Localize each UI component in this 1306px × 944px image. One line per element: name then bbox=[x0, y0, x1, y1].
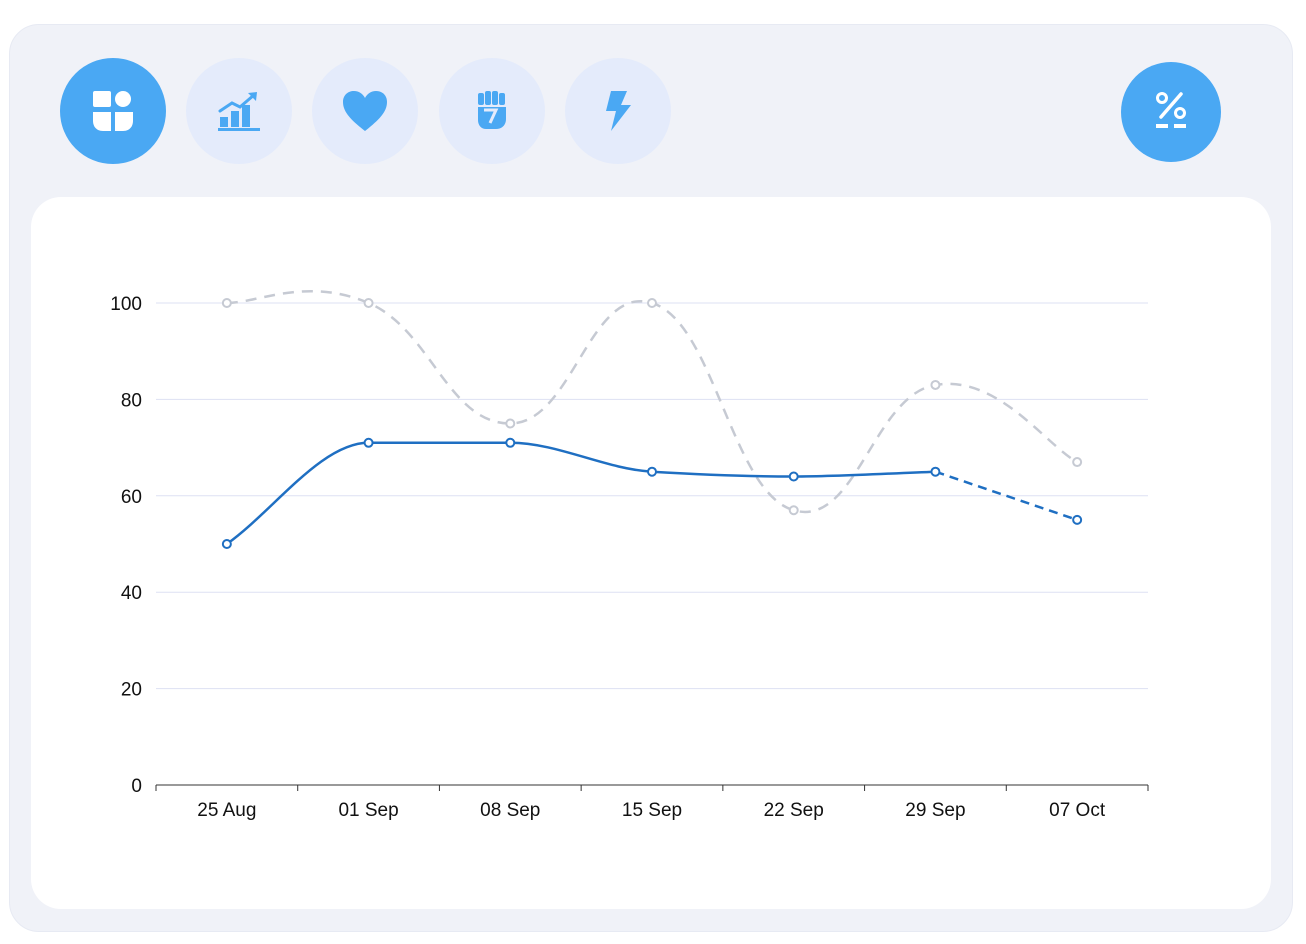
lightning-icon bbox=[606, 91, 631, 131]
growth-chart-icon bbox=[218, 92, 260, 131]
chart-card: 0 20 40 60 80 100 25 Aug 01 Sep 08 Sep 15 Sep 22 S… bbox=[31, 197, 1271, 909]
comparison-point bbox=[363, 298, 374, 308]
x-tick-label: 15 Sep bbox=[622, 800, 682, 821]
comparison-point bbox=[788, 505, 799, 516]
primary-point bbox=[788, 471, 799, 482]
comparison-series-line bbox=[226, 290, 1078, 514]
y-tick-label: 60 bbox=[121, 487, 142, 508]
primary-point bbox=[221, 539, 232, 549]
primary-point bbox=[647, 466, 657, 477]
y-tick-label: 100 bbox=[110, 294, 142, 315]
fist-icon bbox=[478, 91, 506, 129]
y-tick-label: 0 bbox=[131, 776, 142, 797]
fist-button[interactable] bbox=[439, 58, 545, 164]
x-tick-label: 22 Sep bbox=[764, 800, 824, 821]
x-tick-label: 07 Oct bbox=[1049, 800, 1106, 821]
x-tick-label: 01 Sep bbox=[338, 800, 398, 821]
comparison-point bbox=[221, 298, 232, 308]
primary-series-line bbox=[226, 441, 936, 546]
growth-button[interactable] bbox=[186, 58, 292, 164]
y-tick-label: 80 bbox=[121, 390, 142, 411]
x-tick-label: 29 Sep bbox=[905, 800, 965, 821]
percent-button[interactable] bbox=[1121, 62, 1221, 162]
dashboard-icon bbox=[93, 91, 133, 131]
comparison-point bbox=[930, 379, 941, 390]
primary-point bbox=[363, 437, 374, 448]
line-chart: 0 20 40 60 80 100 25 Aug 01 Sep 08 Sep 15 Sep 22 S… bbox=[110, 290, 1149, 821]
heart-button[interactable] bbox=[312, 58, 418, 164]
primary-series-projection bbox=[935, 470, 1078, 522]
primary-point bbox=[505, 437, 516, 448]
x-tick-label: 08 Sep bbox=[480, 800, 540, 821]
primary-point bbox=[930, 466, 941, 477]
comparison-point bbox=[1072, 457, 1083, 468]
y-tick-label: 40 bbox=[121, 583, 142, 604]
comparison-point bbox=[505, 418, 516, 429]
comparison-point bbox=[647, 298, 657, 308]
heart-icon bbox=[343, 91, 387, 131]
lightning-button[interactable] bbox=[565, 58, 671, 164]
x-tick-label: 25 Aug bbox=[197, 800, 256, 821]
percent-icon bbox=[1156, 92, 1186, 128]
primary-point bbox=[1072, 514, 1083, 525]
dashboard-button[interactable] bbox=[60, 58, 166, 164]
y-tick-label: 20 bbox=[121, 680, 142, 701]
